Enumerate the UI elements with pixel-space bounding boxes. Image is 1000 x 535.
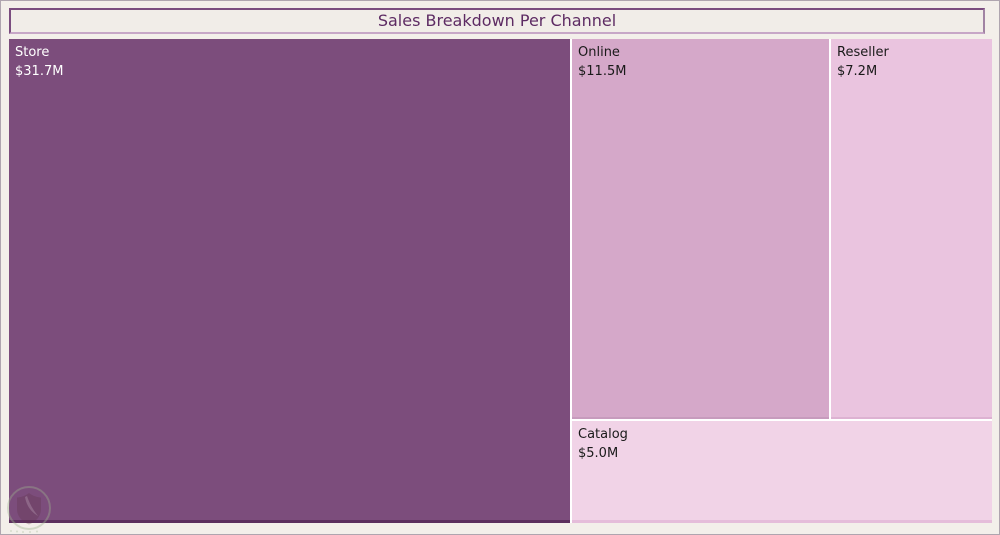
chart-title: Sales Breakdown Per Channel <box>377 11 617 30</box>
cell-label: Store <box>15 45 50 60</box>
treemap-cell-catalog[interactable]: Catalog $5.0M <box>572 421 992 523</box>
cell-label: Reseller <box>837 45 889 60</box>
cell-value: $7.2M <box>837 64 878 79</box>
treemap-cell-store[interactable]: Store $31.7M <box>9 39 570 523</box>
cell-value: $11.5M <box>578 64 627 79</box>
cell-label: Catalog <box>578 427 628 442</box>
treemap-cell-online[interactable]: Online $11.5M <box>572 39 829 419</box>
treemap-cell-reseller[interactable]: Reseller $7.2M <box>831 39 992 419</box>
treemap: Store $31.7M Online $11.5M Reseller $7.2… <box>9 39 992 523</box>
cell-label: Online <box>578 45 620 60</box>
cell-value: $31.7M <box>15 64 64 79</box>
chart-title-bar: Sales Breakdown Per Channel <box>9 8 985 34</box>
cell-value: $5.0M <box>578 446 619 461</box>
